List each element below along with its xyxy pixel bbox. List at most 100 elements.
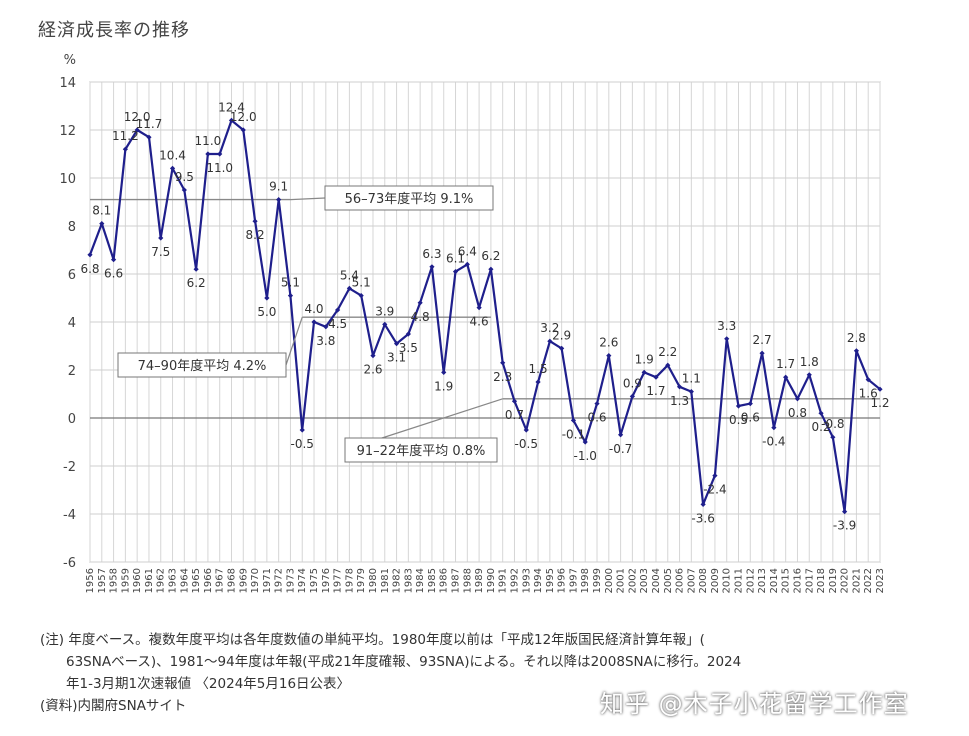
data-label: 5.1 [352, 276, 371, 290]
data-label: 6.1 [446, 252, 465, 266]
data-point [276, 197, 282, 203]
x-tick-label: 2000 [604, 568, 615, 593]
data-label: 4.5 [328, 317, 347, 331]
data-point [842, 509, 848, 515]
data-point [877, 386, 883, 392]
data-point [205, 151, 211, 157]
x-tick-label: 1971 [262, 568, 273, 593]
x-tick-label: 1975 [309, 568, 320, 593]
x-tick-label: 2006 [675, 568, 686, 593]
data-point [358, 293, 364, 299]
data-label: 11.7 [136, 117, 163, 131]
data-point [818, 410, 824, 416]
x-tick-label: 1965 [191, 568, 202, 593]
data-point [417, 300, 423, 306]
data-label: -0.4 [762, 435, 785, 449]
data-label: 6.4 [458, 244, 477, 258]
x-tick-label: 1990 [486, 568, 497, 593]
x-tick-label: 1966 [203, 568, 214, 593]
data-label: 4.0 [304, 302, 323, 316]
data-label: -0.8 [821, 417, 844, 431]
callout-label: 56–73年度平均 9.1% [345, 191, 474, 207]
data-point [146, 134, 152, 140]
note-source: (資料)内閣府SNAサイト [40, 698, 187, 714]
x-tick-label: 1991 [498, 568, 509, 593]
data-point [511, 398, 518, 404]
data-label: 0.6 [741, 411, 760, 425]
x-tick-label: 1982 [392, 568, 403, 593]
data-point [393, 341, 400, 347]
data-label: 12.0 [230, 110, 257, 124]
x-tick-label: 1963 [168, 568, 179, 593]
data-point [735, 403, 742, 409]
callout-label: 91–22年度平均 0.8% [357, 443, 486, 459]
data-label: -2.4 [703, 483, 726, 497]
x-tick-label: 1957 [97, 568, 108, 593]
y-tick-label: -4 [63, 508, 76, 523]
data-label: 0.6 [587, 411, 606, 425]
x-tick-label: 2007 [686, 568, 697, 593]
data-point [110, 257, 117, 263]
data-point [794, 396, 801, 402]
x-tick-label: 1974 [297, 568, 308, 593]
x-tick-label: 2016 [792, 568, 803, 593]
data-point [853, 348, 860, 354]
data-label: 1.9 [635, 352, 654, 366]
data-label: 9.5 [175, 170, 194, 184]
data-label: 2.7 [753, 333, 772, 347]
x-tick-label: 2003 [639, 568, 650, 593]
x-tick-label: 1983 [403, 568, 414, 593]
data-point [181, 187, 187, 193]
data-point [99, 221, 105, 227]
data-point [594, 401, 600, 407]
data-label: 9.1 [269, 180, 288, 194]
x-tick-label: 1972 [274, 568, 285, 593]
x-tick-label: 1992 [509, 568, 520, 593]
data-point [346, 285, 353, 291]
x-tick-label: 2002 [627, 568, 638, 593]
data-label: 0.5 [729, 413, 748, 427]
note-line-1: (注) 年度ベース。複数年度平均は各年度数値の単純平均。1980年度以前は「平成… [40, 632, 705, 648]
data-point [570, 417, 577, 423]
x-tick-label: 1998 [580, 568, 591, 593]
data-point [299, 427, 305, 433]
grid [89, 81, 881, 563]
note-line-3: 年1-3月期1次速報値 〈2024年5月16日公表〉 [66, 676, 351, 692]
data-point [370, 353, 376, 359]
data-labels: 6.88.16.611.212.011.77.510.49.56.211.011… [80, 100, 889, 532]
data-label: 5.1 [281, 276, 300, 290]
data-label: 4.6 [470, 315, 489, 329]
data-label: 6.8 [80, 262, 99, 276]
x-tick-label: 2012 [745, 568, 756, 593]
data-label: 12.4 [218, 100, 245, 114]
callout-box [344, 437, 498, 463]
data-point [464, 261, 470, 267]
data-label: -0.7 [609, 442, 632, 456]
x-tick-label: 1988 [462, 568, 473, 593]
data-point [264, 295, 270, 301]
x-tick-label: 1984 [415, 568, 426, 593]
data-label: 2.9 [552, 328, 571, 342]
data-label: 4.8 [411, 310, 430, 324]
y-tick-label: 14 [59, 76, 76, 91]
data-label: 3.2 [540, 321, 559, 335]
x-tick-label: 1979 [356, 568, 367, 593]
x-tick-label: 2015 [781, 568, 792, 593]
x-tick-label: 1980 [368, 568, 379, 593]
x-tick-label: 1964 [179, 568, 190, 593]
data-label: 11.0 [195, 134, 222, 148]
data-point [335, 307, 341, 313]
data-point [582, 439, 588, 445]
x-tick-label: 1999 [592, 568, 603, 593]
data-label: 11.2 [112, 129, 139, 143]
x-tick-label: 2019 [828, 568, 839, 593]
y-tick-label: 12 [59, 124, 76, 139]
x-tick-label: 1969 [238, 568, 249, 593]
data-point [323, 324, 329, 330]
data-point [523, 427, 529, 433]
data-point [441, 369, 447, 375]
data-label: 1.9 [434, 379, 453, 393]
x-tick-label: 2010 [722, 568, 733, 593]
data-point [122, 146, 128, 152]
